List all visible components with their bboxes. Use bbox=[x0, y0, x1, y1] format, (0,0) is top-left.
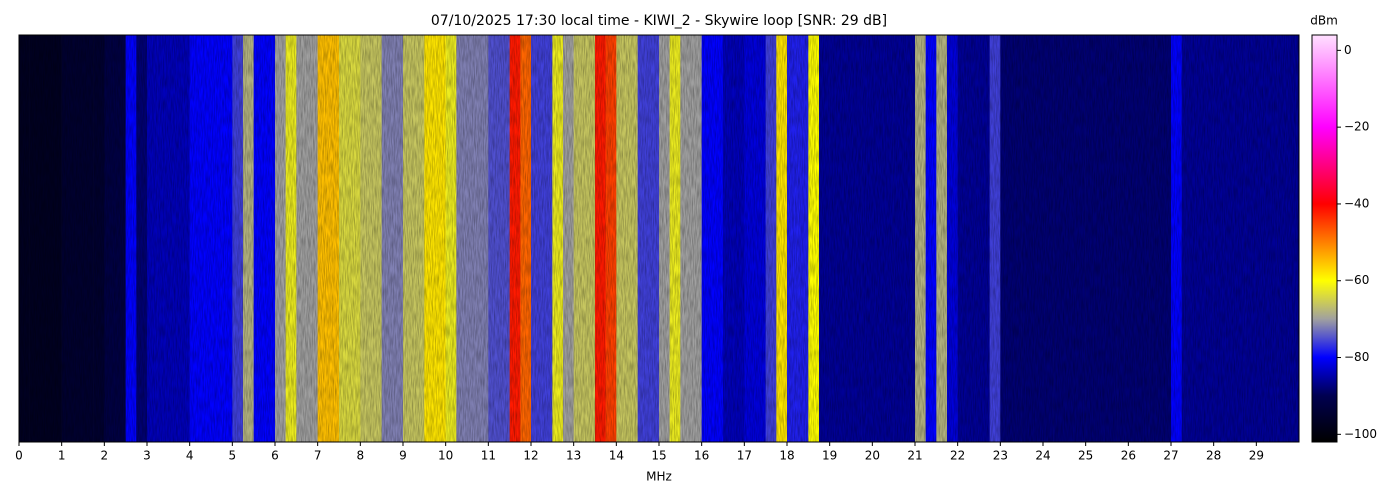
x-tick-label: 4 bbox=[186, 449, 194, 463]
x-tick-label: 10 bbox=[438, 449, 453, 463]
x-tick-label: 14 bbox=[609, 449, 624, 463]
x-tick-label: 20 bbox=[865, 449, 880, 463]
colorbar-tick-label: −40 bbox=[1344, 196, 1369, 210]
x-tick-label: 13 bbox=[566, 449, 581, 463]
x-tick-label: 25 bbox=[1078, 449, 1093, 463]
x-tick-label: 15 bbox=[651, 449, 666, 463]
x-tick-label: 26 bbox=[1121, 449, 1136, 463]
x-tick-label: 9 bbox=[399, 449, 407, 463]
x-tick-label: 27 bbox=[1163, 449, 1178, 463]
x-tick-label: 24 bbox=[1035, 449, 1050, 463]
colorbar-tick-label: −100 bbox=[1344, 427, 1377, 441]
x-tick-label: 22 bbox=[950, 449, 965, 463]
x-tick-label: 16 bbox=[694, 449, 709, 463]
x-tick-label: 17 bbox=[737, 449, 752, 463]
x-tick-label: 12 bbox=[523, 449, 538, 463]
x-tick-label: 3 bbox=[143, 449, 151, 463]
colorbar-tick-label: −60 bbox=[1344, 273, 1369, 287]
chart-title: 07/10/2025 17:30 local time - KIWI_2 - S… bbox=[431, 13, 887, 29]
x-tick-label: 1 bbox=[58, 449, 66, 463]
colorbar-tick-label: −80 bbox=[1344, 350, 1369, 364]
x-tick-label: 8 bbox=[357, 449, 365, 463]
x-tick-label: 11 bbox=[481, 449, 496, 463]
x-tick-label: 7 bbox=[314, 449, 322, 463]
colorbar-label: dBm bbox=[1310, 14, 1338, 28]
x-axis-label: MHz bbox=[646, 470, 672, 484]
x-tick-label: 19 bbox=[822, 449, 837, 463]
x-tick-label: 0 bbox=[15, 449, 23, 463]
x-tick-label: 2 bbox=[101, 449, 109, 463]
colorbar-tick-label: 0 bbox=[1344, 43, 1352, 57]
colorbar-tick-label: −20 bbox=[1344, 120, 1369, 134]
x-tick-label: 5 bbox=[229, 449, 237, 463]
x-tick-label: 29 bbox=[1249, 449, 1264, 463]
x-tick-label: 28 bbox=[1206, 449, 1221, 463]
x-tick-label: 21 bbox=[907, 449, 922, 463]
texture bbox=[19, 35, 1299, 442]
x-tick-label: 6 bbox=[271, 449, 279, 463]
colorbar bbox=[1311, 34, 1338, 443]
x-tick-label: 23 bbox=[993, 449, 1008, 463]
x-tick-label: 18 bbox=[779, 449, 794, 463]
